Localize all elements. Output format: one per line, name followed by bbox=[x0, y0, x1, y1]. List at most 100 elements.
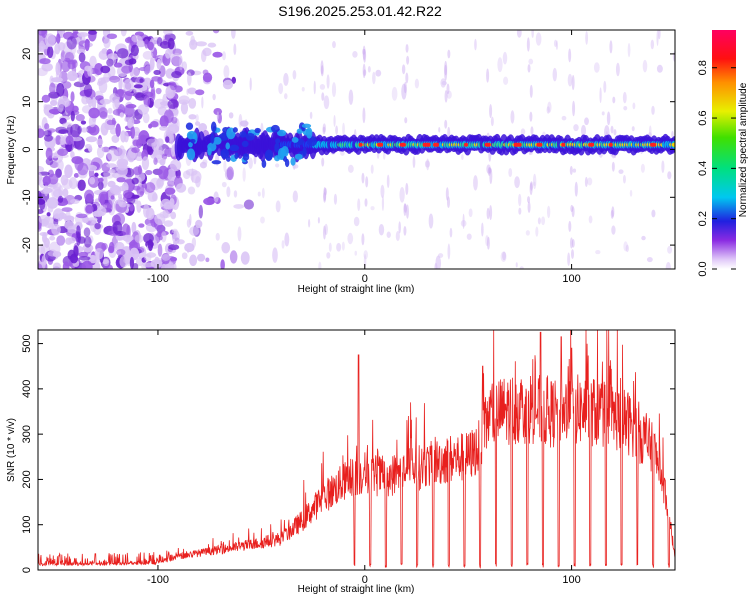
spectrogram-blob bbox=[322, 225, 326, 240]
spectrogram-blob bbox=[336, 242, 342, 252]
spectrogram-blob bbox=[128, 117, 135, 128]
spectrogram-blob bbox=[357, 198, 361, 211]
spectrogram-blob bbox=[38, 165, 45, 173]
spectrogram-blob bbox=[481, 222, 484, 237]
spectrogram-blob bbox=[618, 169, 624, 174]
spectrogram-blob bbox=[38, 128, 45, 139]
spectrogram-blob bbox=[46, 45, 54, 59]
spectrogram-blob bbox=[646, 256, 653, 263]
spectrogram-blob bbox=[68, 236, 76, 244]
spectrogram-blob bbox=[656, 64, 663, 73]
spectrogram-hot-segment bbox=[513, 142, 522, 147]
spectrogram-blob bbox=[127, 36, 132, 42]
snr-ytick-label: 300 bbox=[21, 425, 33, 443]
spectrogram-blob bbox=[622, 91, 627, 104]
spectrogram-blob bbox=[353, 216, 360, 227]
spectrogram-blob bbox=[527, 201, 531, 213]
spectrogram-blob bbox=[610, 209, 614, 219]
spectrogram-xtick-label: 0 bbox=[362, 273, 368, 285]
spectrogram-blob bbox=[92, 210, 105, 217]
spectrogram-blob bbox=[119, 256, 128, 268]
spectrogram-blob bbox=[161, 153, 168, 160]
spectrogram-blob bbox=[381, 195, 385, 211]
spectrogram-blob bbox=[69, 198, 80, 204]
spectrogram-blob bbox=[187, 87, 197, 95]
spectrogram-blob bbox=[97, 177, 104, 183]
spectrogram-blob bbox=[378, 223, 385, 236]
spectrogram-blob bbox=[347, 164, 354, 173]
spectrogram-blob bbox=[94, 172, 99, 177]
spectrogram-blob bbox=[466, 233, 472, 240]
spectrogram-blob bbox=[130, 126, 136, 139]
spectrogram-blob bbox=[399, 187, 405, 203]
spectrogram-blob bbox=[529, 84, 533, 98]
spectrogram-blob bbox=[99, 193, 105, 206]
spectrogram-blob bbox=[525, 230, 530, 236]
spectrogram-blob bbox=[270, 124, 280, 133]
spectrogram-ytick-label: -20 bbox=[21, 237, 33, 253]
spectrogram-blob bbox=[277, 148, 285, 161]
spectrogram-blob bbox=[667, 171, 672, 180]
spectrogram-blob bbox=[133, 84, 143, 89]
spectrogram-blob bbox=[171, 228, 178, 234]
spectrogram-blob bbox=[205, 257, 210, 263]
colorbar-tick-label: 0.6 bbox=[697, 110, 709, 125]
spectrogram-blob bbox=[122, 190, 133, 199]
spectrogram-hot-segment bbox=[608, 142, 613, 147]
colorbar-gradient bbox=[712, 30, 736, 269]
spectrogram-blob bbox=[158, 235, 163, 241]
colorbar-tick-label: 0.8 bbox=[697, 60, 709, 75]
spectrogram-blob bbox=[109, 184, 121, 195]
spectrogram-blob bbox=[147, 41, 154, 51]
spectrogram-blob bbox=[428, 213, 434, 229]
spectrogram-blob bbox=[211, 160, 222, 165]
spectrogram-blob bbox=[142, 50, 154, 60]
spectrogram-blob bbox=[473, 175, 478, 191]
spectrogram-blob bbox=[134, 234, 144, 244]
spectrogram-blob bbox=[486, 164, 491, 174]
spectrogram-blob bbox=[553, 39, 558, 48]
spectrogram-blob bbox=[145, 170, 153, 176]
spectrogram-blob bbox=[254, 127, 261, 134]
spectrogram-blob bbox=[547, 101, 552, 113]
snr-ytick-label: 400 bbox=[21, 380, 33, 398]
spectrogram-blob bbox=[117, 161, 128, 171]
spectrogram-blob bbox=[249, 77, 252, 91]
spectrogram-hot-segment bbox=[588, 142, 595, 147]
spectrogram-blob bbox=[44, 123, 50, 130]
spectrogram-blob bbox=[321, 157, 325, 167]
spectrogram-blob bbox=[57, 159, 64, 172]
spectrogram-blob bbox=[382, 151, 386, 160]
spectrogram-blob bbox=[294, 153, 303, 160]
spectrogram-blob bbox=[202, 159, 208, 165]
spectrogram-blob bbox=[132, 185, 141, 191]
spectrogram-hot-segment bbox=[650, 142, 657, 147]
spectrogram-blob bbox=[119, 112, 125, 118]
spectrogram-blob bbox=[317, 216, 320, 224]
spectrogram-blob bbox=[588, 215, 593, 224]
spectrogram-blob bbox=[277, 129, 287, 137]
spectrogram-blob bbox=[405, 204, 409, 219]
spectrogram-marks bbox=[38, 30, 675, 269]
spectrogram-blob bbox=[42, 187, 53, 194]
spectrogram-blob bbox=[569, 165, 573, 176]
spectrogram-blob bbox=[528, 58, 534, 65]
spectrogram-blob bbox=[243, 199, 254, 210]
spectrogram-blob bbox=[77, 162, 89, 176]
spectrogram-blob bbox=[75, 213, 88, 219]
spectrogram-blob bbox=[170, 211, 177, 220]
spectrogram-blob bbox=[546, 205, 551, 219]
spectrogram-blob bbox=[424, 160, 431, 168]
spectrogram-blob bbox=[307, 218, 311, 228]
spectrogram-blob bbox=[60, 50, 66, 63]
snr-panel: -100 0 100 0 100 200 300 400 500 Height of strai… bbox=[6, 329, 676, 595]
spectrogram-blob bbox=[239, 120, 249, 127]
spectrogram-blob bbox=[242, 167, 246, 182]
snr-xlabel: Height of straight line (km) bbox=[298, 584, 415, 595]
spectrogram-blob bbox=[188, 97, 197, 109]
spectrogram-blob bbox=[486, 68, 490, 83]
spectrogram-blob bbox=[222, 51, 226, 61]
spectrogram-blob bbox=[94, 247, 104, 260]
